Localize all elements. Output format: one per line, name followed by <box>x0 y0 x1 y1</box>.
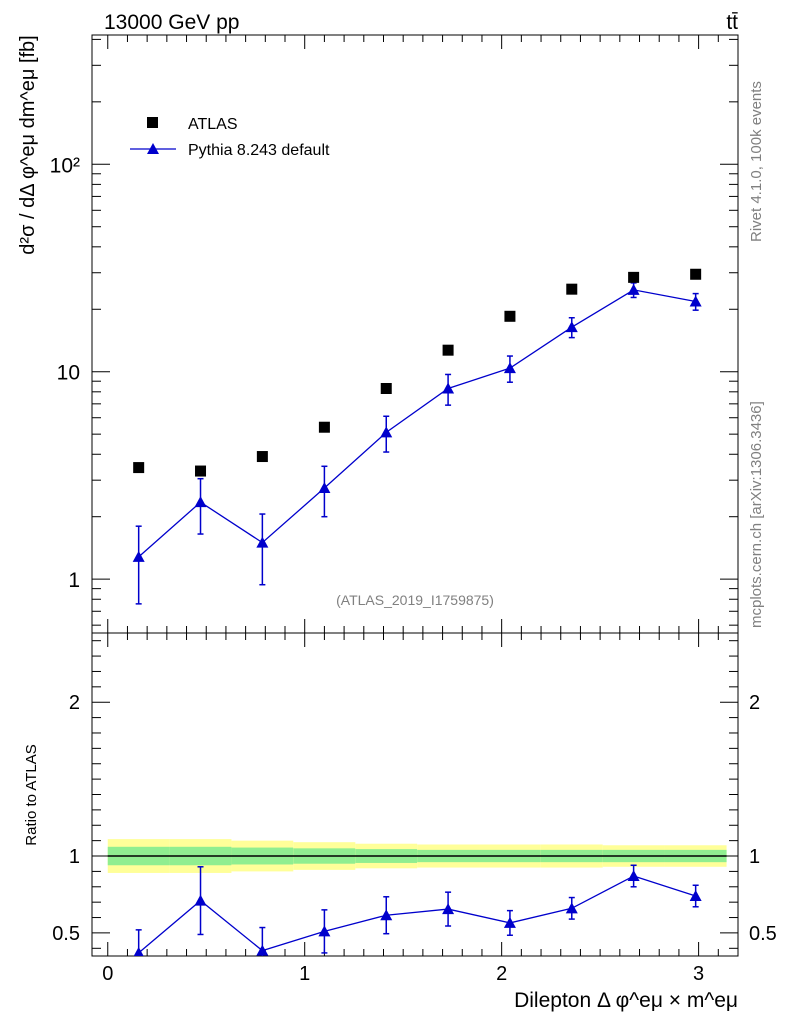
data-point <box>566 283 578 295</box>
ratio-point <box>503 916 516 928</box>
data-point <box>380 382 392 394</box>
ratio-point <box>627 870 640 882</box>
mcplots-label: mcplots.cern.ch [arXiv:1306.3436] <box>748 401 765 628</box>
ratio-point <box>133 946 144 956</box>
mc-point <box>565 321 578 333</box>
x-tick-label: 1 <box>299 963 310 985</box>
main-panel-marks <box>132 268 702 605</box>
mc-point <box>132 550 145 562</box>
data-point <box>195 465 207 477</box>
mc-point <box>689 295 702 307</box>
analysis-id: (ATLAS_2019_I1759875) <box>336 592 494 608</box>
data-point <box>628 271 640 283</box>
ratio-point <box>380 909 393 921</box>
x-tick-label: 0 <box>102 963 113 985</box>
ratio-point <box>318 925 331 937</box>
process-label: tt̄ <box>726 11 738 34</box>
legend-mc-label: Pythia 8.243 default <box>188 142 330 159</box>
ratio-series-line <box>138 875 696 954</box>
legend-mc-marker <box>147 143 159 154</box>
x-tick-label: 3 <box>693 963 704 985</box>
ratio-y-tick-label-right: 0.5 <box>749 923 777 945</box>
mc-point <box>503 362 516 374</box>
mc-point <box>318 482 331 494</box>
main-y-axis-label: d²σ / dΔ φ^eμ dm^eμ [fb] <box>17 35 39 254</box>
mc-point <box>627 283 640 295</box>
mc-point <box>194 496 207 508</box>
ratio-panel-axes: 0 1 2 3 0.5 0.5 1 1 2 2 <box>52 632 777 985</box>
data-point <box>318 421 330 433</box>
data-point <box>133 462 145 474</box>
ratio-y-tick-label: 2 <box>69 692 80 714</box>
data-point <box>690 268 702 280</box>
x-tick-label: 2 <box>496 963 507 985</box>
data-point <box>504 310 516 322</box>
ratio-point <box>194 894 207 906</box>
y-tick-label: 1 <box>68 569 80 592</box>
mc-point <box>380 426 393 438</box>
data-point <box>256 451 268 463</box>
mc-series-line <box>138 289 696 558</box>
energy-label: 13000 GeV pp <box>104 11 239 34</box>
legend: ATLAS Pythia 8.243 default <box>130 116 330 159</box>
legend-data-label: ATLAS <box>188 116 238 133</box>
data-point <box>442 344 454 356</box>
ratio-point <box>689 890 702 902</box>
ratio-y-tick-label: 0.5 <box>52 923 80 945</box>
ratio-point <box>256 944 269 956</box>
mc-point <box>256 536 269 548</box>
y-tick-label: 10 <box>57 362 80 385</box>
ratio-point <box>442 903 455 915</box>
rivet-label: Rivet 4.1.0, 100k events <box>748 81 765 242</box>
main-panel-axes: 1 10 10² <box>50 34 739 647</box>
y-tick-label: 10² <box>50 154 80 177</box>
legend-data-marker <box>147 117 158 128</box>
ratio-y-tick-label: 1 <box>69 846 80 868</box>
ratio-point <box>565 902 578 914</box>
ratio-y-tick-label-right: 1 <box>749 846 760 868</box>
ratio-y-axis-label: Ratio to ATLAS <box>23 744 40 845</box>
ratio-panel-marks <box>133 864 702 956</box>
ratio-y-tick-label-right: 2 <box>749 692 760 714</box>
x-axis-label: Dilepton Δ φ^eμ × m^eμ <box>514 989 738 1012</box>
mc-point <box>442 382 455 394</box>
ratio-uncertainty-band <box>107 839 727 873</box>
ratio-frame <box>91 632 739 957</box>
